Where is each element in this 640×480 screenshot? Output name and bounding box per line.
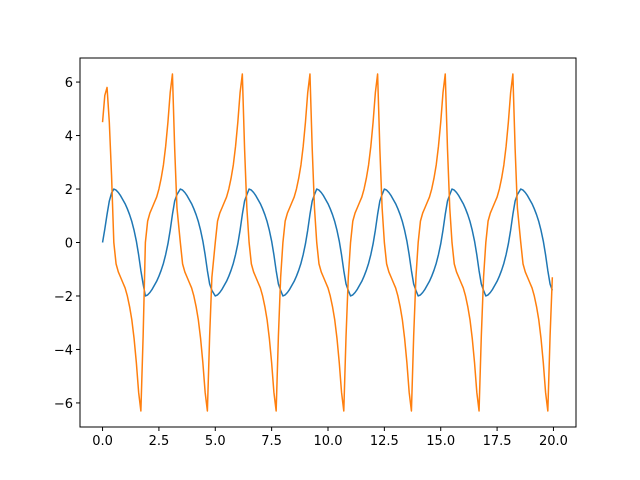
y-tick-label: 2 bbox=[65, 183, 73, 198]
y-tick-label: 6 bbox=[65, 76, 73, 91]
x-tick-label: 2.5 bbox=[149, 434, 170, 449]
x-tick-label: 0.0 bbox=[92, 434, 113, 449]
plot-area bbox=[101, 73, 554, 412]
x-tick-label: 7.5 bbox=[261, 434, 282, 449]
x-tick-label: 5.0 bbox=[205, 434, 226, 449]
y-tick-label: 4 bbox=[65, 130, 73, 145]
x-tick-label: 12.5 bbox=[370, 434, 399, 449]
x-tick-label: 20.0 bbox=[539, 434, 568, 449]
x-tick-label: 10.0 bbox=[314, 434, 343, 449]
y-tick-label: −6 bbox=[54, 397, 73, 412]
x-tick-label: 15.0 bbox=[426, 434, 455, 449]
x-tick-label: 17.5 bbox=[483, 434, 512, 449]
y-tick-label: −2 bbox=[54, 290, 73, 305]
series-line bbox=[101, 73, 554, 412]
y-tick-label: 0 bbox=[65, 237, 73, 252]
y-tick-label: −4 bbox=[54, 343, 73, 358]
